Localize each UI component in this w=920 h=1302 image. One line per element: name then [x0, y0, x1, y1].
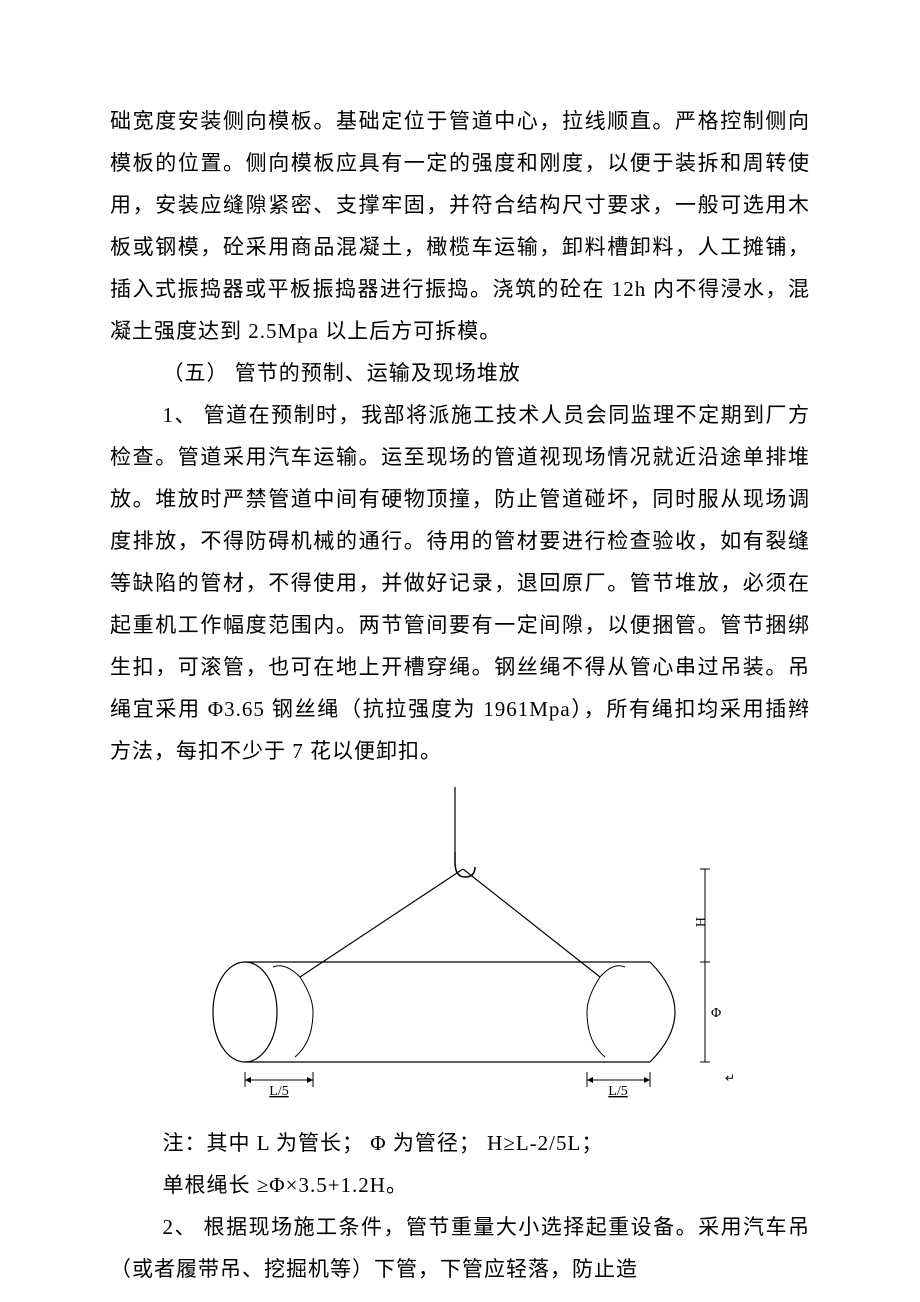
- paragraph-3: 1、 管道在预制时，我部将派施工技术人员会同监理不定期到厂方检查。管道采用汽车运…: [110, 394, 810, 772]
- pipe-lifting-diagram: H Φ L/5 L/5 ↵: [110, 787, 810, 1107]
- paragraph-1: 础宽度安装侧向模板。基础定位于管道中心，拉线顺直。严格控制侧向模板的位置。侧向模…: [110, 100, 810, 352]
- svg-text:↵: ↵: [725, 1071, 735, 1085]
- pipe-lifting-svg: H Φ L/5 L/5 ↵: [185, 787, 735, 1107]
- section-heading-5: （五） 管节的预制、运输及现场堆放: [110, 352, 810, 394]
- l5-left-label: L/5: [269, 1084, 288, 1099]
- h-label: H: [694, 917, 709, 927]
- l5-right-label: L/5: [608, 1084, 627, 1099]
- diagram-note-1: 注：其中 L 为管长； Φ 为管径； H≥L-2/5L；: [110, 1122, 810, 1164]
- phi-label: Φ: [711, 1006, 721, 1021]
- paragraph-6: 2、 根据现场施工条件，管节重量大小选择起重设备。采用汽车吊（或者履带吊、挖掘机…: [110, 1206, 810, 1290]
- diagram-note-2: 单根绳长 ≥Φ×3.5+1.2H。: [110, 1164, 810, 1206]
